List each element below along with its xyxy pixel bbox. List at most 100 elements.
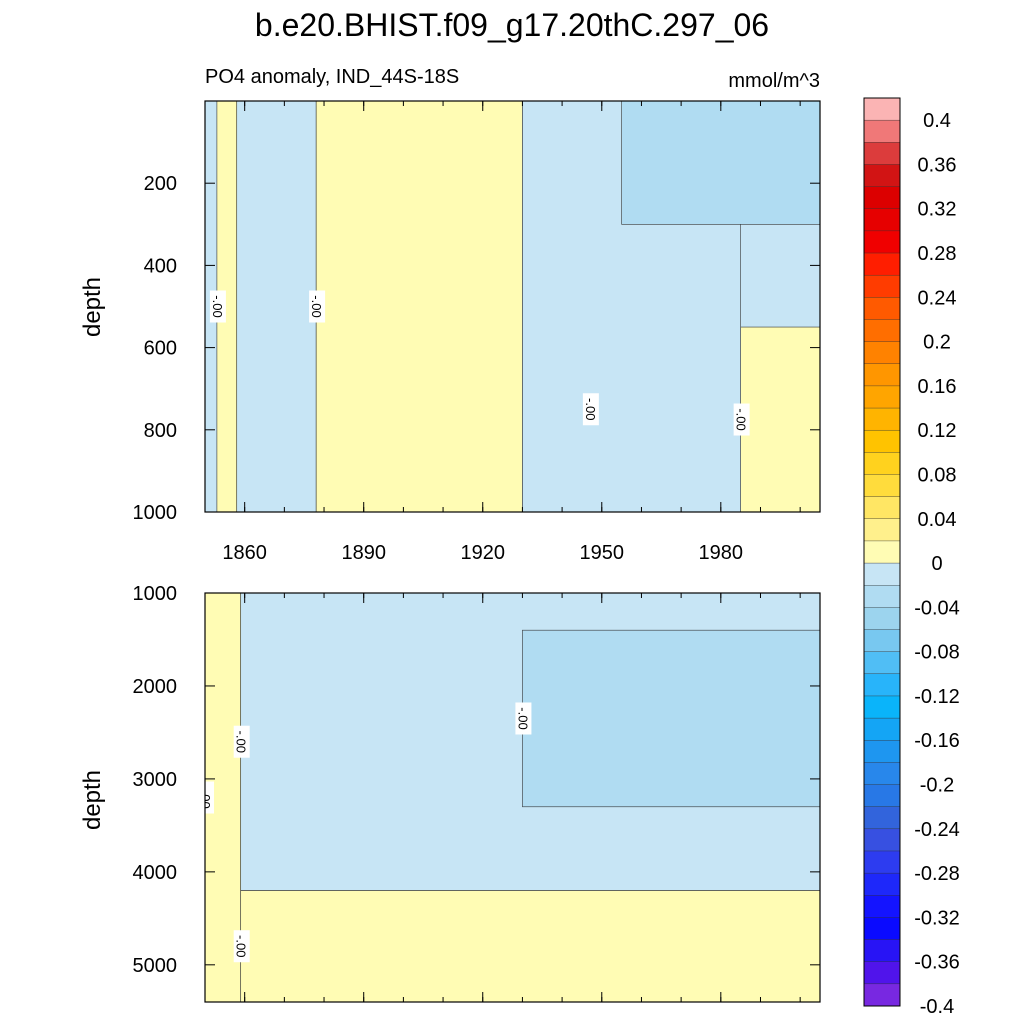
x-tick-label: 1860 [222, 542, 267, 564]
colorbar-swatch [863, 474, 901, 498]
colorbar-swatch [863, 297, 901, 320]
contour-label: -.00 [582, 393, 599, 426]
colorbar-swatch [863, 673, 901, 697]
colorbar-frame [863, 97, 901, 1007]
colorbar-swatch [863, 961, 901, 985]
y-tick-label: 3000 [133, 769, 178, 791]
contour-label: -.00 [515, 702, 532, 735]
colorbar-swatch [863, 651, 901, 675]
colorbar-swatch [863, 607, 901, 631]
plot-frame [204, 592, 821, 1003]
contour-label-text: -.00 [515, 707, 530, 729]
colorbar-swatch [863, 164, 901, 188]
contour-label-box [515, 702, 532, 735]
colorbar-tick-label: -0.12 [914, 686, 960, 708]
colorbar-swatch [863, 119, 901, 143]
contour-label: -.00 [233, 725, 250, 758]
y-axis-label-lower: depth [79, 770, 106, 830]
colorbar: 0.4 0.36 0.32 0.28 0.24 0.2 0.16 0.12 0.08 0.04 0 -… [863, 97, 960, 1018]
colorbar-swatch [863, 274, 901, 298]
x-tick-label: 1980 [699, 542, 744, 564]
chart-title: b.e20.BHIST.f09_g17.20thC.297_06 [255, 7, 769, 43]
contour-region [740, 326, 820, 512]
colorbar-tick-label: 0.24 [918, 287, 957, 309]
colorbar-tick-label: -0.36 [914, 952, 960, 974]
contour-region [240, 890, 820, 1002]
contour-label-text: -.00 [583, 398, 598, 420]
contour-region [621, 101, 820, 225]
colorbar-tick-label: -0.16 [914, 730, 960, 752]
lower-panel: -.00 -.00 -.00 -.00 1000 2000 3000 4000 5000 [133, 583, 821, 1003]
colorbar-swatch [863, 208, 901, 232]
colorbar-swatch [863, 983, 901, 1007]
colorbar-swatch [863, 717, 901, 741]
contour-label-box [209, 290, 226, 323]
colorbar-tick-label: 0.08 [918, 464, 957, 486]
colorbar-tick-label: 0.4 [923, 110, 951, 132]
colorbar-swatch [863, 452, 901, 475]
colorbar-swatch [863, 562, 901, 586]
colorbar-swatch [863, 496, 901, 520]
colorbar-tick-label: 0.32 [918, 199, 957, 221]
units-label: mmol/m^3 [728, 70, 820, 92]
contour-label-text: -.00 [234, 935, 249, 957]
colorbar-tick-label: -0.28 [914, 863, 960, 885]
colorbar-swatch [863, 186, 901, 210]
y-tick-label: 5000 [133, 955, 178, 977]
panel-subtitle: PO4 anomaly, IND_44S-18S [205, 66, 459, 88]
y-tick-label: 600 [144, 338, 177, 360]
contour-label-box [309, 290, 326, 323]
colorbar-tick-label: 0.36 [918, 154, 957, 176]
y-tick-label: 4000 [133, 862, 178, 884]
contour-label-box [233, 725, 250, 758]
contour-label-box [733, 403, 750, 436]
colorbar-swatch [863, 872, 901, 896]
contour-label: -.00 [233, 930, 250, 963]
colorbar-swatch [863, 385, 901, 409]
contour-label-text: -.00 [309, 295, 324, 317]
colorbar-tick-label: -0.32 [914, 907, 960, 929]
contour-region [315, 101, 523, 512]
colorbar-swatch [863, 341, 901, 365]
colorbar-swatch [863, 917, 901, 941]
colorbar-swatch [863, 740, 901, 763]
contour-label-text: -.00 [210, 295, 225, 317]
colorbar-swatch [863, 230, 901, 254]
colorbar-tick-label: 0 [931, 553, 942, 575]
contour-region [236, 101, 317, 512]
colorbar-swatch [863, 585, 901, 608]
plot-frame [204, 100, 821, 513]
colorbar-tick-label: 0.28 [918, 243, 957, 265]
contour-label-text: -.00 [198, 786, 213, 808]
colorbar-swatch [863, 629, 901, 653]
x-tick-label: 1950 [580, 542, 625, 564]
y-tick-label: 200 [144, 173, 177, 195]
colorbar-swatch [863, 429, 901, 453]
contour-label-text: -.00 [234, 731, 249, 753]
colorbar-swatch [863, 895, 901, 918]
contour-label: -.00 [733, 403, 750, 436]
contour-label: -.00 [198, 781, 214, 814]
y-tick-label: 400 [144, 255, 177, 277]
colorbar-swatch [863, 252, 901, 276]
colorbar-swatch [863, 363, 901, 387]
colorbar-tick-label: -0.4 [920, 996, 954, 1018]
colorbar-tick-label: -0.08 [914, 642, 960, 664]
y-tick-label: 1000 [133, 583, 178, 605]
colorbar-tick-label: -0.04 [914, 597, 960, 619]
y-axis-label-upper: depth [79, 277, 106, 337]
contour-label-box [582, 393, 599, 426]
colorbar-swatch [863, 142, 901, 165]
colorbar-swatch [863, 828, 901, 852]
colorbar-tick-label: -0.24 [914, 819, 960, 841]
colorbar-tick-label: 0.2 [923, 332, 951, 354]
x-tick-label: 1920 [460, 542, 505, 564]
contour-label: -.00 [209, 290, 226, 323]
colorbar-swatch [863, 762, 901, 786]
colorbar-tick-label: 0.04 [918, 509, 957, 531]
x-tick-label: 1890 [341, 542, 386, 564]
colorbar-swatch [863, 695, 901, 719]
colorbar-tick-label: 0.12 [918, 420, 957, 442]
contour-label-box [233, 930, 250, 963]
